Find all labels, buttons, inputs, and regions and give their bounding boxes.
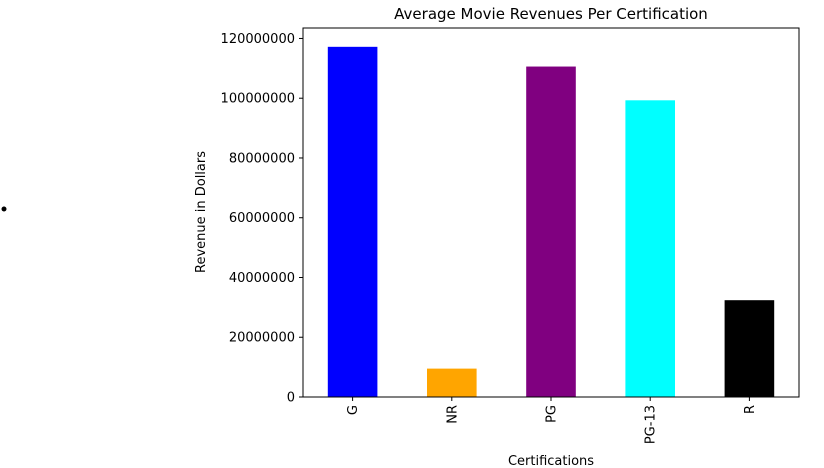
x-axis: G NR PG PG-13 R [346,397,758,444]
y-tick-label: 100000000 [221,92,295,107]
bar-nr [427,368,477,397]
y-tick-label: 20000000 [229,331,295,346]
y-tick-label: 80000000 [229,151,295,166]
x-tick-label: PG [545,405,560,423]
y-axis-label: Revenue in Dollars [194,151,209,273]
bar-g [327,46,378,397]
bars-group [327,46,775,397]
bar-r [724,300,775,397]
x-axis-label: Certifications [508,454,594,468]
y-axis: 0 20000000 40000000 60000000 80000000 1000000… [221,32,303,406]
chart-title: Average Movie Revenues Per Certification [394,5,708,23]
y-tick-label: 120000000 [221,32,295,47]
x-tick-label: R [743,405,758,414]
x-tick-label: PG-13 [644,405,659,444]
x-tick-label: G [346,405,361,415]
y-tick-label: 40000000 [229,271,295,286]
x-tick-label: NR [445,405,460,424]
y-tick-label: 0 [287,391,295,406]
y-tick-label: 60000000 [229,211,295,226]
bar-pg-13 [625,100,675,397]
bar-pg [526,66,576,397]
plot-frame [302,27,800,398]
stray-dot [1,206,7,212]
